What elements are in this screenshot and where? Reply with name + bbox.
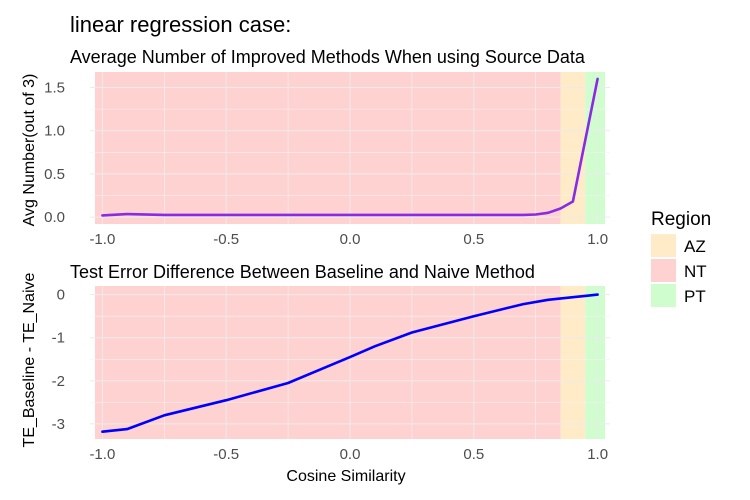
top-panel: Average Number of Improved Methods When … xyxy=(21,47,610,248)
y-tick-label: -2 xyxy=(52,373,65,390)
y-tick-label: 0.0 xyxy=(44,209,65,226)
legend-label-pt: PT xyxy=(684,287,706,306)
region-band-pt xyxy=(585,286,606,439)
legend-swatch-pt xyxy=(651,284,676,307)
series-line xyxy=(101,77,599,217)
x-tick-label: -0.5 xyxy=(213,231,239,248)
y-tick-label: -1 xyxy=(52,330,65,347)
x-tick-label: -0.5 xyxy=(213,446,239,463)
x-tick-label: -1.0 xyxy=(89,446,115,463)
legend-label-az: AZ xyxy=(684,237,706,256)
top-panel-plot: -1.0 -0.5 0.0 0.5 1.0 0.0 0.5 1.0 1.5 xyxy=(44,72,610,248)
x-tick-label: 0.5 xyxy=(463,231,484,248)
legend-swatch-az xyxy=(651,234,676,257)
page-title: linear regression case: xyxy=(70,12,291,37)
series-line xyxy=(101,293,599,434)
bottom-panel-plot: -1.0 -0.5 0.0 0.5 1.0 0 -1 -2 -3 xyxy=(52,286,610,463)
y-tick-label: -3 xyxy=(52,416,65,433)
legend-swatch-nt xyxy=(651,259,676,282)
legend-title: Region xyxy=(651,209,711,230)
y-tick-label: 0 xyxy=(57,287,65,304)
region-band-nt xyxy=(94,72,561,224)
x-axis-title: Cosine Similarity xyxy=(286,468,405,485)
bottom-panel: Test Error Difference Between Baseline a… xyxy=(21,262,610,485)
y-tick-label: 0.5 xyxy=(44,166,65,183)
top-panel-ylabel: Avg Number(out of 3) xyxy=(21,74,38,227)
x-tick-label: -1.0 xyxy=(89,231,115,248)
x-tick-label: 1.0 xyxy=(587,446,608,463)
top-panel-title: Average Number of Improved Methods When … xyxy=(70,47,586,67)
bottom-panel-ylabel: TE_Baseline - TE_Naive xyxy=(21,272,38,447)
y-tick-label: 1.0 xyxy=(44,123,65,140)
region-band-az xyxy=(560,286,586,439)
legend: Region AZ NT PT xyxy=(651,209,711,307)
y-tick-label: 1.5 xyxy=(44,80,65,97)
legend-label-nt: NT xyxy=(684,262,707,281)
x-tick-label: 0.5 xyxy=(463,446,484,463)
x-tick-label: 1.0 xyxy=(587,231,608,248)
x-tick-label: 0.0 xyxy=(340,231,361,248)
bottom-panel-title: Test Error Difference Between Baseline a… xyxy=(70,262,535,282)
x-tick-label: 0.0 xyxy=(340,446,361,463)
